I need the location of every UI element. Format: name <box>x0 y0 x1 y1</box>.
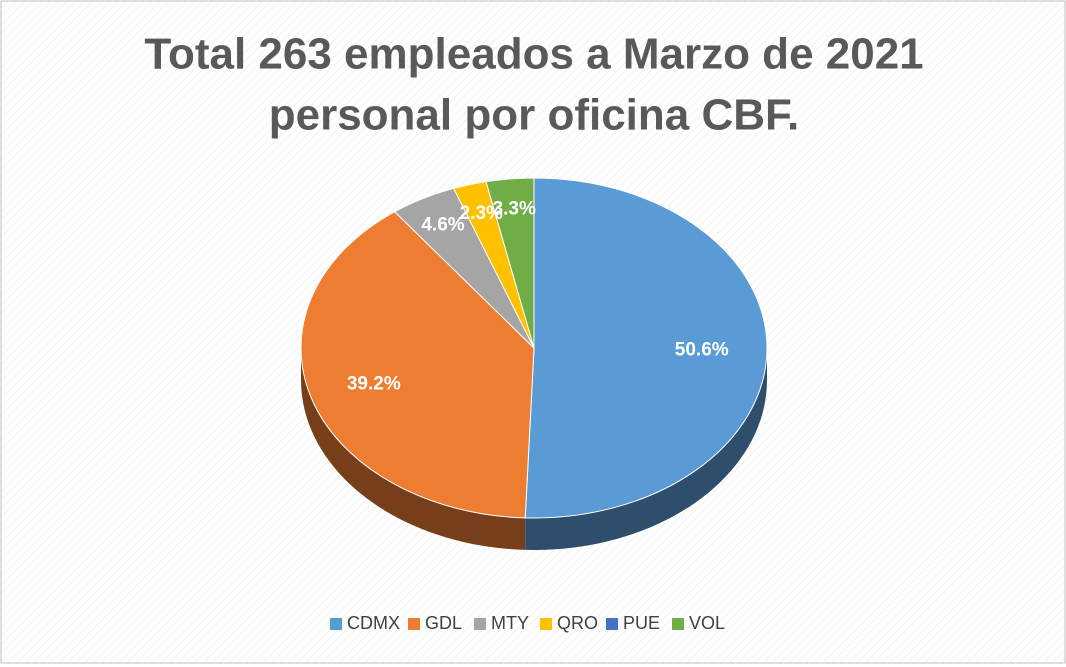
legend-swatch <box>474 618 486 630</box>
legend-swatch <box>408 618 420 630</box>
legend-swatch <box>540 618 552 630</box>
legend-label: VOL <box>689 613 725 633</box>
legend-label: GDL <box>425 613 462 633</box>
legend-label: MTY <box>491 613 529 633</box>
legend-label: PUE <box>623 613 660 633</box>
legend-label: CDMX <box>347 613 400 633</box>
legend-swatch <box>606 618 618 630</box>
data-label: 39.2% <box>347 373 401 394</box>
slice <box>524 177 768 519</box>
slice <box>300 211 535 519</box>
data-label: 3.3% <box>493 198 536 219</box>
legend-swatch <box>330 618 342 630</box>
slice <box>485 177 535 349</box>
chart-title: personal por oficina CBF. <box>269 91 800 140</box>
legend-label: QRO <box>557 613 598 633</box>
data-label: 4.6% <box>421 214 464 235</box>
chart-title: Total 263 empleados a Marzo de 2021 <box>144 30 923 79</box>
data-label: 50.6% <box>675 339 729 360</box>
data-label: 2.3% <box>460 203 503 224</box>
legend-swatch <box>672 618 684 630</box>
slice-side <box>525 348 767 550</box>
